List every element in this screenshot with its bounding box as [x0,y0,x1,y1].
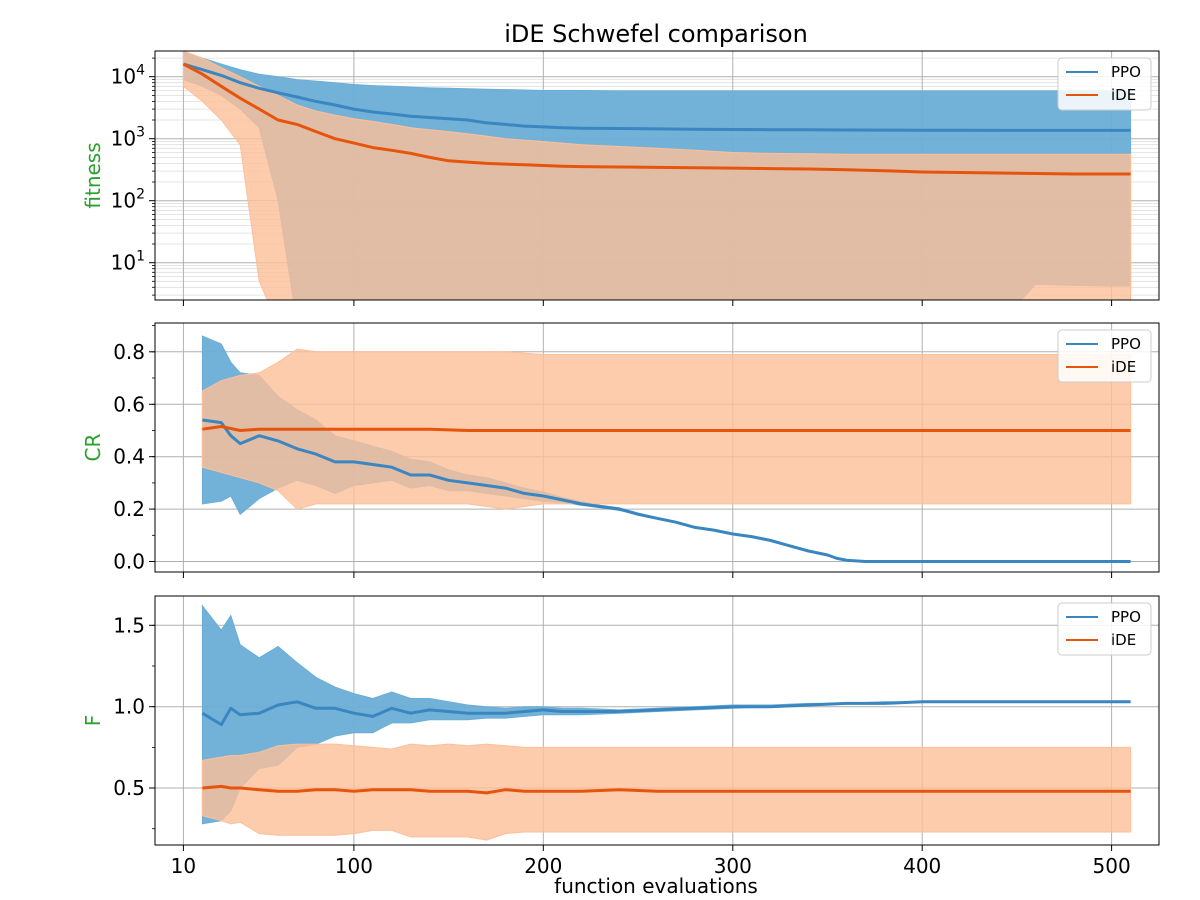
panel-cr-y-tick-label: 0.8 [113,340,145,364]
panel-fitness: 101 102 103 104 fitness PPO iDE [81,50,1160,306]
panel-cr-ppo-line [202,418,1131,563]
panel-cr-legend-label-ppo: PPO [1111,335,1141,353]
x-tick-label: 10 [171,854,196,878]
panel-fitness-y-tick-label: 104 [111,63,145,89]
panel-fitness-ppo-line [182,62,1131,132]
panel-f-ppo-line [201,700,1131,727]
panels: 101102103104fitnessPPOiDE0.00.20.40.60.8… [81,50,1160,878]
panel-f-legend-label-ide: iDE [1111,631,1136,649]
panel-cr-y-axis-label: CR [81,433,105,461]
panel-cr-y-tick-label: 0.6 [113,392,145,416]
panel-fitness-legend-label-ppo: PPO [1111,63,1141,81]
panel-fitness-y-tick-label: 103 [111,125,145,151]
panel-f-legend-label-ppo: PPO [1111,608,1141,626]
panel-f-plot-area [201,604,1132,841]
panel-cr-axes-frame [154,322,1160,573]
figure-title: iDE Schwefel comparison [504,20,808,48]
panel-fitness-axes-frame [154,50,1160,301]
panel-f: 0.5 1.0 1.5 10 100 200 300 400 500 F PPO iDE [81,595,1160,878]
panel-fitness-y-tick-exponent: 3 [136,125,145,141]
panel-cr-y-tick-label: 0.4 [113,445,145,469]
panel-f-axes-frame [154,595,1160,846]
panel-fitness-y-tick-label: 102 [111,187,145,213]
panel-fitness-y-tick-exponent: 4 [136,63,145,79]
panel-fitness-y-tick-label: 101 [111,249,145,275]
x-tick-label: 200 [524,854,562,878]
panel-fitness-ide-line [182,62,1131,176]
panel-f-ide-line [202,784,1131,795]
x-tick-label: 100 [335,854,373,878]
x-axis-label: function evaluations [554,874,758,898]
panel-fitness-plot-area [182,51,1132,300]
x-tick-label: 300 [714,854,752,878]
panel-fitness-legend-label-ide: iDE [1111,86,1136,104]
panel-fitness-y-tick-exponent: 1 [136,249,145,265]
x-tick-label: 400 [903,854,941,878]
panel-cr-y-tick-label: 0.0 [113,550,145,574]
panel-cr-legend-label-ide: iDE [1111,358,1136,376]
panel-cr: 0.0 0.2 0.4 0.6 0.8 CR PPO iDE [81,322,1160,578]
panel-f-y-tick-label: 1.0 [113,695,145,719]
panel-cr-plot-area [201,335,1132,563]
panel-cr-y-tick-label: 0.2 [113,497,145,521]
panel-f-legend: PPO iDE [1057,602,1152,656]
panel-f-y-axis-label: F [81,715,105,727]
x-tick-label: 500 [1093,854,1131,878]
panel-fitness-y-tick-exponent: 2 [136,187,145,203]
panel-f-y-tick-label: 0.5 [113,776,145,800]
panel-cr-ide-line [202,425,1131,432]
panel-fitness-legend: PPO iDE [1057,57,1152,111]
panel-cr-legend: PPO iDE [1057,329,1152,383]
panel-fitness-ide-band [182,51,1132,300]
panel-f-y-tick-label: 1.5 [113,613,145,637]
panel-fitness-y-axis-label: fitness [81,142,105,208]
